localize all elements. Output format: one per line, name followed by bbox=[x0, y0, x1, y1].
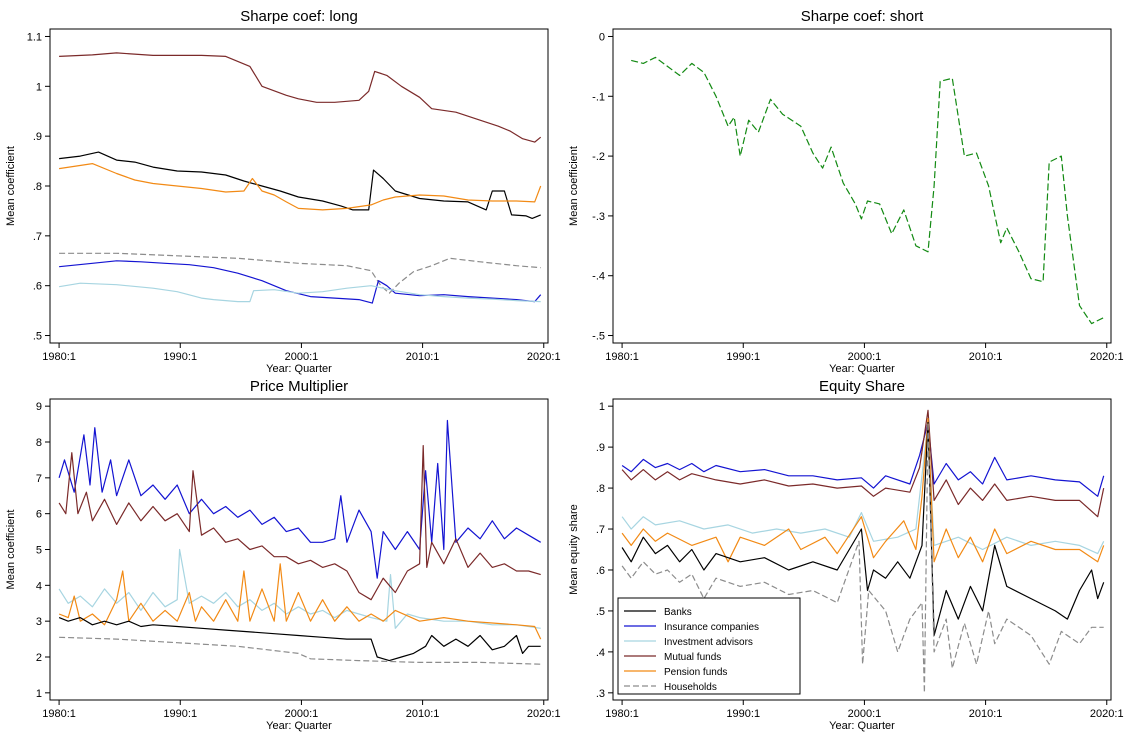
series-line-pension bbox=[59, 163, 542, 211]
series-line-households bbox=[59, 636, 541, 665]
y-axis-label: Mean coefficient bbox=[5, 510, 17, 590]
series-line-pension bbox=[58, 563, 542, 640]
plot-frame bbox=[49, 28, 549, 344]
series-line-insurance bbox=[58, 419, 542, 579]
x-tick-label: 1990:1 bbox=[726, 351, 760, 363]
x-tick-label: 2010:1 bbox=[969, 351, 1003, 363]
panel-sharpe-short: Sharpe coef: short -.5 -.4 -.3 -.2 -.1 0 1980:1… bbox=[568, 8, 1124, 375]
plot-frame bbox=[612, 398, 1112, 701]
y-tick-label: 1 bbox=[36, 688, 42, 700]
y-tick-label: 1.1 bbox=[27, 31, 42, 43]
y-tick-label: 2 bbox=[36, 652, 42, 664]
x-tick-label: 1990:1 bbox=[163, 708, 197, 720]
x-axis-label: Year: Quarter bbox=[266, 363, 332, 375]
y-tick-label: 6 bbox=[36, 509, 42, 521]
y-tick-label: .9 bbox=[33, 131, 42, 143]
y-tick-label: -.1 bbox=[592, 91, 605, 103]
y-tick-label: 0 bbox=[599, 31, 605, 43]
panel-sharpe-long: Sharpe coef: long .5 .6 .7 .8 .9 1 1.1 1980:1 199… bbox=[5, 8, 561, 375]
x-tick-label: 2000:1 bbox=[285, 351, 319, 363]
x-tick-label: 2010:1 bbox=[969, 708, 1003, 720]
y-tick-label: .6 bbox=[596, 565, 605, 577]
series-line-households bbox=[621, 421, 1104, 694]
y-tick-label: 5 bbox=[36, 545, 42, 557]
y-axis-label: Mean coefficient bbox=[5, 146, 17, 226]
x-axis-label: Year: Quarter bbox=[266, 720, 332, 732]
y-tick-label: .6 bbox=[33, 281, 42, 293]
y-tick-label: 3 bbox=[36, 616, 42, 628]
x-tick-label: 2020:1 bbox=[527, 708, 561, 720]
x-tick-label: 1990:1 bbox=[163, 351, 197, 363]
series-line-investment bbox=[59, 282, 541, 303]
x-axis-label: Year: Quarter bbox=[829, 720, 895, 732]
y-axis-label: Mean coefficient bbox=[568, 146, 580, 226]
series-line-mutual bbox=[621, 409, 1105, 518]
y-tick-label: -.4 bbox=[592, 271, 605, 283]
x-tick-label: 1980:1 bbox=[605, 708, 639, 720]
legend: Banks Insurance companies Investment advis… bbox=[617, 597, 801, 695]
x-tick-label: 2020:1 bbox=[1090, 351, 1124, 363]
legend-label: Banks bbox=[664, 607, 692, 618]
x-tick-label: 2020:1 bbox=[1090, 708, 1124, 720]
x-tick-label: 1980:1 bbox=[42, 351, 76, 363]
y-tick-label: .8 bbox=[596, 483, 605, 495]
y-tick-label: 8 bbox=[36, 437, 42, 449]
legend-label: Mutual funds bbox=[664, 652, 721, 663]
series-line-pension bbox=[621, 417, 1105, 563]
chart-title: Equity Share bbox=[819, 378, 905, 395]
y-tick-label: .5 bbox=[596, 606, 605, 618]
y-tick-label: 1 bbox=[599, 401, 605, 413]
y-tick-label: .8 bbox=[33, 181, 42, 193]
chart-title: Sharpe coef: long bbox=[240, 8, 358, 25]
y-tick-label: -.3 bbox=[592, 211, 605, 223]
y-tick-label: 7 bbox=[36, 473, 42, 485]
plot-frame bbox=[612, 28, 1112, 344]
y-tick-label: .7 bbox=[33, 231, 42, 243]
panel-price-multiplier: Price Multiplier 1 2 3 4 5 6 7 8 9 1980:1 1990:1 200… bbox=[5, 378, 561, 732]
plot-frame bbox=[49, 398, 549, 701]
y-tick-label: 4 bbox=[36, 580, 42, 592]
legend-box bbox=[617, 597, 801, 695]
legend-label: Households bbox=[664, 682, 717, 693]
series-line-insurance bbox=[621, 421, 1105, 497]
x-axis-label: Year: Quarter bbox=[829, 363, 895, 375]
series-line-banks bbox=[58, 617, 541, 662]
y-tick-label: .9 bbox=[596, 442, 605, 454]
x-tick-label: 2020:1 bbox=[527, 351, 561, 363]
chart-title: Price Multiplier bbox=[250, 378, 348, 395]
series-line-mutual bbox=[58, 445, 541, 601]
y-tick-label: .7 bbox=[596, 524, 605, 536]
x-tick-label: 1980:1 bbox=[42, 708, 76, 720]
x-tick-label: 2010:1 bbox=[406, 351, 440, 363]
y-tick-label: 9 bbox=[36, 401, 42, 413]
series-line-investment bbox=[621, 421, 1105, 555]
x-tick-label: 2000:1 bbox=[848, 351, 882, 363]
x-tick-label: 2000:1 bbox=[848, 708, 882, 720]
series-line-short bbox=[631, 56, 1104, 325]
legend-label: Pension funds bbox=[664, 667, 727, 678]
series-line-insurance bbox=[59, 260, 542, 304]
x-tick-label: 1990:1 bbox=[726, 708, 760, 720]
y-tick-label: 1 bbox=[36, 81, 42, 93]
y-tick-label: .3 bbox=[596, 688, 605, 700]
y-tick-label: .5 bbox=[33, 331, 42, 343]
y-tick-label: -.5 bbox=[592, 331, 605, 343]
x-tick-label: 1980:1 bbox=[605, 351, 639, 363]
y-axis-label: Mean equity share bbox=[568, 504, 580, 595]
chart-title: Sharpe coef: short bbox=[801, 8, 924, 25]
x-tick-label: 2000:1 bbox=[285, 708, 319, 720]
y-tick-label: .4 bbox=[596, 647, 605, 659]
panel-equity-share: Equity Share .3 .4 .5 .6 .7 .8 .9 1 1980:1 1990:1 2… bbox=[568, 378, 1124, 732]
series-line-households bbox=[59, 252, 541, 294]
legend-label: Investment advisors bbox=[664, 637, 753, 648]
series-line-investment bbox=[58, 548, 541, 629]
series-line-banks bbox=[621, 421, 1105, 637]
series-line-mutual bbox=[59, 52, 542, 143]
x-tick-label: 2010:1 bbox=[406, 708, 440, 720]
y-tick-label: -.2 bbox=[592, 151, 605, 163]
legend-label: Insurance companies bbox=[664, 622, 759, 633]
